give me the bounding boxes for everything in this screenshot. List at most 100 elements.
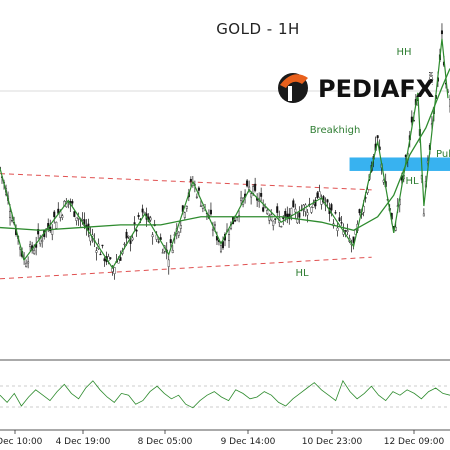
candle-body: [346, 230, 349, 232]
candle-body: [260, 193, 263, 197]
candle-body: [316, 192, 319, 198]
candle-body: [246, 180, 249, 187]
candle-body: [314, 199, 317, 207]
candle-body: [73, 211, 76, 217]
annotation-hh: HH: [396, 47, 411, 58]
candle-body: [272, 220, 275, 226]
channel-lines: [0, 173, 372, 280]
candle-body: [27, 261, 30, 264]
candle-body: [330, 204, 333, 211]
candle-body: [234, 220, 237, 222]
pediafx-logo: PEDIAFX .COM: [278, 72, 435, 103]
candle-body: [268, 215, 271, 221]
x-tick-label: 1 Dec 10:00: [0, 437, 43, 447]
moving-average-series: [0, 68, 450, 231]
candle-body: [171, 249, 174, 253]
candle-body: [310, 207, 313, 213]
candle-body: [101, 244, 104, 247]
candle-body: [185, 205, 188, 209]
candle-body: [119, 257, 122, 261]
moving-average-line: [0, 68, 450, 231]
candle-body: [149, 217, 152, 221]
oscillator-pane: [0, 379, 450, 409]
candle-body: [167, 259, 170, 267]
zone-rect: [349, 157, 450, 171]
candle-body: [11, 220, 14, 222]
candle-body: [338, 217, 341, 222]
candle-body: [189, 178, 192, 182]
candle-body: [127, 235, 130, 238]
annotation-breakhigh: Breakhigh: [310, 125, 361, 136]
candle-body: [197, 187, 200, 191]
candle-body: [123, 243, 126, 246]
candle-body: [129, 240, 132, 244]
candle-body: [240, 197, 243, 201]
candle-body: [113, 267, 116, 274]
candle-body: [219, 245, 222, 252]
candle-body: [320, 199, 323, 205]
candle-body: [161, 252, 164, 254]
candle-body: [169, 239, 172, 244]
candle-body: [25, 262, 28, 268]
candle-body: [262, 207, 265, 212]
candle-body: [302, 204, 305, 210]
candle-body: [211, 229, 214, 231]
candle-body: [340, 222, 343, 224]
candle-body: [29, 244, 32, 248]
candle-body: [209, 209, 212, 215]
candle-body: [294, 208, 297, 213]
candle-body: [250, 193, 253, 198]
candle-body: [157, 241, 160, 243]
x-tick-label: 4 Dec 19:00: [56, 437, 111, 447]
candle-body: [103, 258, 106, 262]
candle-body: [228, 234, 231, 242]
price-pane: [0, 23, 450, 280]
candle-body: [284, 211, 287, 217]
swing-line-series: [0, 38, 449, 270]
candle-body: [131, 237, 134, 241]
candle-body: [358, 209, 361, 214]
candle-body: [252, 186, 255, 194]
candle-body: [141, 208, 144, 213]
logo-flame-icon: [280, 74, 308, 88]
candle-body: [117, 259, 120, 264]
oscillator-line: [0, 379, 450, 409]
candle-body: [352, 236, 355, 243]
candle-body: [195, 196, 198, 198]
x-tick-label: 9 Dec 14:00: [221, 437, 276, 447]
candle-body: [179, 225, 182, 229]
candle-body: [133, 222, 136, 225]
candle-body: [0, 167, 2, 169]
pullback-zone: [349, 157, 450, 171]
candle-body: [61, 215, 64, 218]
candle-body: [37, 229, 40, 235]
brand-name: PEDIAFX: [318, 75, 435, 103]
candle-body: [290, 208, 293, 216]
candle-body: [276, 206, 279, 213]
candle-body: [254, 183, 257, 191]
channel-lower-line: [0, 256, 372, 280]
brand-suffix: .COM: [429, 72, 435, 85]
x-tick-label: 8 Dec 05:00: [138, 437, 193, 447]
candle-body: [344, 230, 347, 232]
candle-body: [9, 211, 12, 218]
candle-body: [440, 30, 443, 35]
candle-body: [410, 116, 413, 123]
logo-bar-icon: [288, 86, 292, 101]
candle-body: [33, 250, 36, 254]
annotation-hl-left: HL: [295, 268, 309, 279]
candle-body: [41, 240, 44, 242]
candle-body: [135, 229, 138, 232]
candle-body: [75, 217, 78, 221]
oscillator-series: [0, 379, 450, 409]
candle-body: [177, 231, 180, 236]
candle-body: [137, 215, 140, 217]
x-tick-label: 10 Dec 23:00: [302, 437, 363, 447]
candle-body: [286, 213, 289, 218]
candle-body: [292, 200, 295, 208]
swing-line: [0, 38, 449, 270]
candle-body: [53, 211, 56, 218]
candle-body: [95, 250, 98, 253]
candle-body: [183, 212, 186, 218]
